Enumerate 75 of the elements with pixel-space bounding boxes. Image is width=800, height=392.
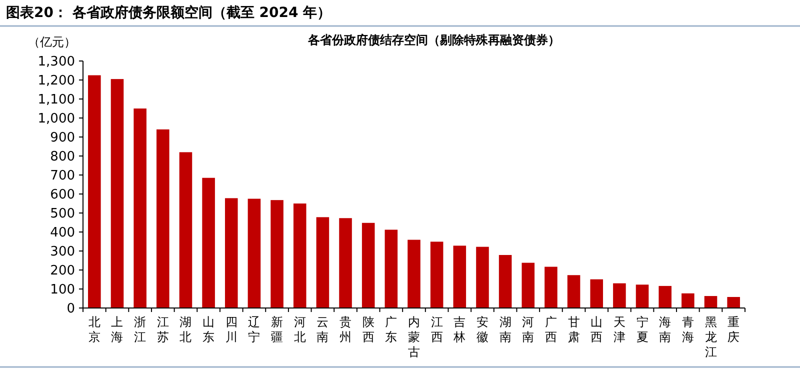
bar bbox=[179, 152, 192, 308]
y-tick-label: 500 bbox=[50, 206, 75, 222]
bar bbox=[453, 246, 466, 308]
bar bbox=[704, 296, 718, 308]
x-tick-label: 广西 bbox=[544, 315, 557, 344]
y-tick-label: 400 bbox=[50, 226, 75, 240]
bar bbox=[498, 254, 512, 308]
y-tick-label: 1,200 bbox=[38, 74, 75, 88]
y-tick-label: 1,000 bbox=[38, 112, 75, 126]
x-tick-label: 湖北 bbox=[180, 315, 192, 344]
bar bbox=[110, 79, 124, 308]
x-tick-label: 吉林 bbox=[452, 315, 466, 344]
x-tick-label: 宁夏 bbox=[636, 315, 648, 344]
bar bbox=[408, 240, 420, 308]
bar bbox=[339, 218, 352, 308]
x-tick-label: 上海 bbox=[111, 315, 124, 344]
bar bbox=[636, 284, 649, 308]
x-tick-label: 天津 bbox=[613, 315, 626, 344]
y-tick-label: 600 bbox=[50, 188, 75, 202]
y-tick-label: 100 bbox=[50, 282, 75, 298]
y-tick-label: 700 bbox=[50, 168, 75, 184]
bar bbox=[544, 266, 558, 308]
bar bbox=[248, 198, 261, 308]
x-tick-label: 陕西 bbox=[362, 315, 374, 344]
x-tick-label: 湖南 bbox=[499, 315, 512, 344]
y-tick-label: 200 bbox=[50, 264, 75, 278]
chart-title: 图表20： 各省政府债务限额空间（截至 2024 年） bbox=[6, 4, 332, 21]
bar bbox=[522, 262, 535, 308]
y-tick-label: 300 bbox=[50, 244, 75, 260]
x-tick-label: 山东 bbox=[202, 315, 215, 344]
x-tick-label: 浙江 bbox=[134, 315, 146, 344]
bar bbox=[658, 286, 672, 308]
x-tick-label: 安徽 bbox=[476, 315, 488, 344]
x-tick-label: 云南 bbox=[316, 315, 329, 344]
bar bbox=[567, 275, 580, 308]
bar bbox=[88, 75, 101, 308]
x-tick-label: 广东 bbox=[385, 315, 398, 344]
x-tick-label: 河北 bbox=[294, 315, 306, 344]
bar bbox=[362, 222, 375, 308]
bar bbox=[293, 204, 306, 308]
bar bbox=[270, 200, 284, 308]
x-tick-label: 四川 bbox=[225, 315, 238, 344]
y-axis-title: （亿元） bbox=[28, 35, 76, 49]
bar bbox=[476, 246, 489, 308]
y-tick-label: 1,100 bbox=[38, 92, 75, 108]
bar bbox=[727, 296, 740, 308]
x-tick-label: 江苏 bbox=[156, 315, 169, 344]
bar bbox=[156, 129, 170, 308]
x-tick-label: 新疆 bbox=[271, 315, 284, 344]
y-tick-label: 900 bbox=[50, 130, 75, 146]
x-tick-label: 黑龙江 bbox=[704, 315, 717, 359]
y-tick-label: 0 bbox=[66, 302, 75, 316]
x-tick-label: 北京 bbox=[88, 315, 100, 344]
bar bbox=[590, 279, 604, 308]
x-tick-label: 内蒙古 bbox=[408, 315, 420, 359]
x-tick-label: 青海 bbox=[682, 315, 694, 344]
x-tick-label: 贵州 bbox=[340, 315, 352, 344]
bar bbox=[430, 242, 444, 308]
x-tick-label: 甘肃 bbox=[568, 315, 580, 344]
x-tick-label: 海南 bbox=[659, 315, 672, 344]
bar bbox=[202, 178, 215, 308]
bar bbox=[682, 293, 694, 308]
x-tick-label: 江西 bbox=[430, 315, 443, 344]
bar bbox=[613, 283, 626, 308]
x-tick-label: 重庆 bbox=[728, 315, 740, 344]
bar bbox=[134, 108, 146, 308]
chart-subtitle: 各省份政府债结存空间（剔除特殊再融资债券） bbox=[307, 33, 560, 47]
y-tick-label: 800 bbox=[50, 150, 75, 164]
bar bbox=[316, 217, 330, 308]
bar bbox=[384, 230, 398, 308]
bar bbox=[224, 198, 238, 308]
y-tick-label: 1,300 bbox=[38, 54, 75, 70]
x-tick-label: 河南 bbox=[522, 315, 534, 344]
x-tick-label: 辽宁 bbox=[248, 315, 260, 344]
x-tick-label: 山西 bbox=[590, 315, 603, 344]
